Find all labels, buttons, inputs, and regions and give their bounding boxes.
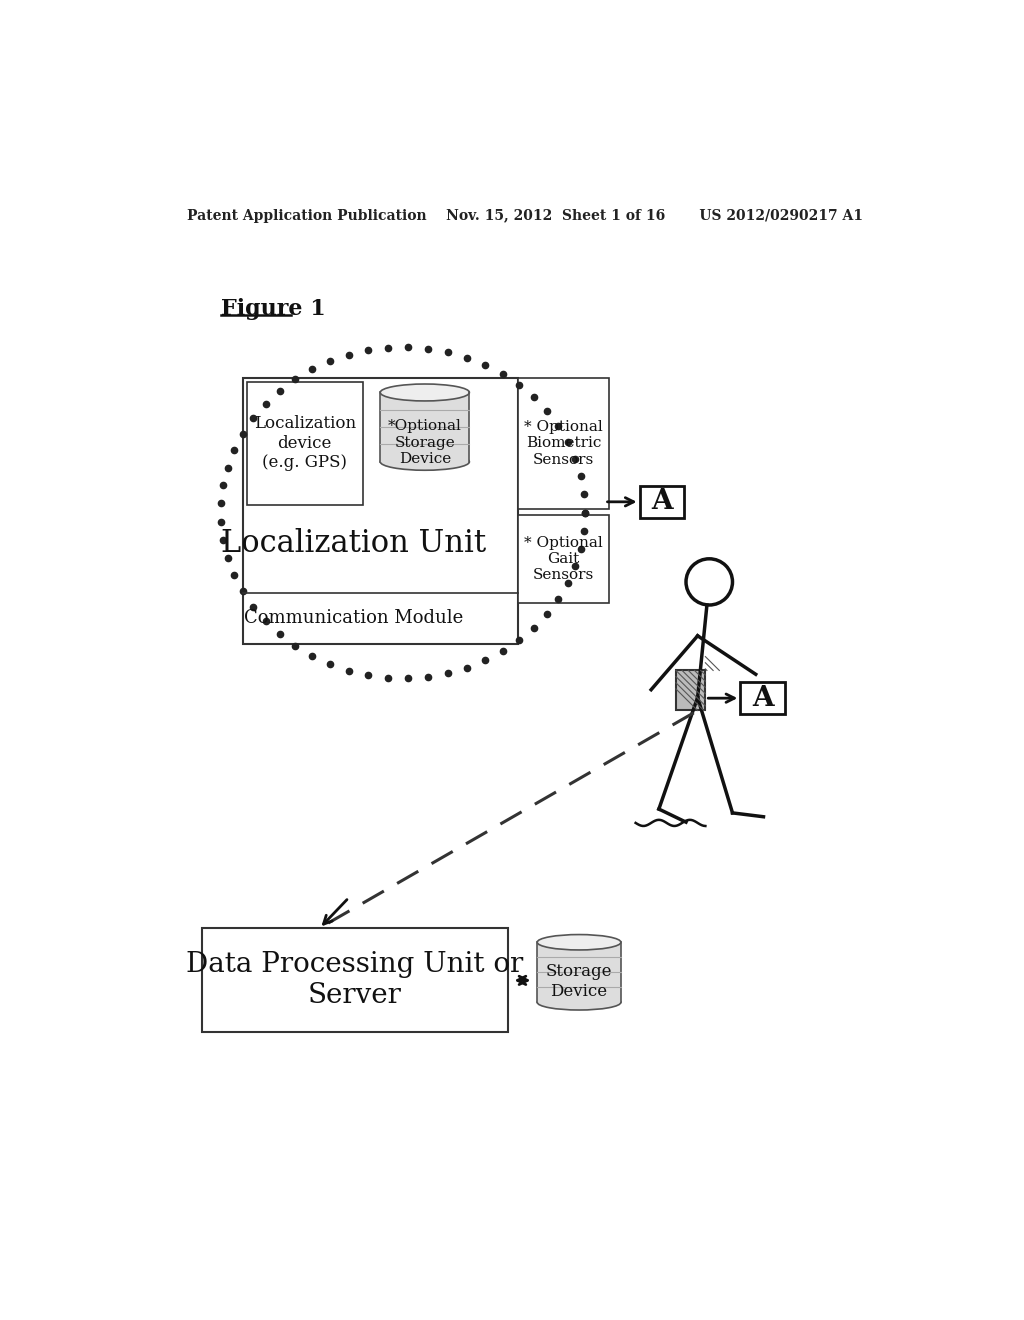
Text: Patent Application Publication    Nov. 15, 2012  Sheet 1 of 16       US 2012/029: Patent Application Publication Nov. 15, … [186, 209, 863, 223]
Ellipse shape [380, 384, 469, 401]
Text: Localization Unit: Localization Unit [220, 528, 485, 558]
Text: *Optional
Storage
Device: *Optional Storage Device [388, 420, 462, 466]
Bar [247, 381, 362, 506]
Bar [380, 392, 469, 462]
Ellipse shape [538, 995, 621, 1010]
Bar [518, 515, 609, 603]
Bar [538, 942, 621, 1002]
Ellipse shape [538, 935, 621, 950]
Bar [518, 378, 609, 508]
Text: A: A [752, 685, 773, 711]
Text: * Optional
Biometric
Sensors: * Optional Biometric Sensors [524, 420, 603, 466]
Bar [202, 928, 508, 1032]
Bar [640, 486, 684, 517]
Bar [243, 378, 518, 644]
Text: Storage
Device: Storage Device [546, 964, 612, 999]
Ellipse shape [380, 453, 469, 470]
Text: Communication Module: Communication Module [244, 609, 463, 627]
Text: Data Processing Unit or
Server: Data Processing Unit or Server [186, 952, 523, 1010]
Text: Figure 1: Figure 1 [221, 297, 326, 319]
Text: * Optional
Gait
Sensors: * Optional Gait Sensors [524, 536, 603, 582]
Text: A: A [651, 488, 673, 515]
Bar [740, 682, 785, 714]
Bar [676, 671, 706, 710]
Text: Localization
device
(e.g. GPS): Localization device (e.g. GPS) [254, 416, 355, 471]
